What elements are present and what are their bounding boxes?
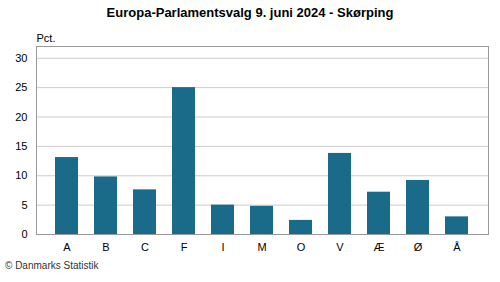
svg-text:V: V bbox=[336, 241, 344, 253]
html-text:Europa-Parlamentsvalg 9. juni: Europa-Parlamentsvalg 9. juni 2024 - Skø… bbox=[106, 5, 394, 20]
svg-text:I: I bbox=[221, 241, 224, 253]
html-text:© Danmarks Statistik: © Danmarks Statistik bbox=[5, 260, 99, 271]
svg-text:25: 25 bbox=[15, 81, 27, 93]
svg-text:A: A bbox=[63, 241, 71, 253]
svg-text:Å: Å bbox=[453, 241, 461, 253]
svg-text:C: C bbox=[141, 241, 149, 253]
svg-text:5: 5 bbox=[21, 199, 27, 211]
svg-text:0: 0 bbox=[21, 228, 27, 240]
svg-text:20: 20 bbox=[15, 111, 27, 123]
svg-text:B: B bbox=[102, 241, 109, 253]
svg-text:15: 15 bbox=[15, 140, 27, 152]
svg-text:Pct.: Pct. bbox=[37, 32, 56, 44]
svg-text:F: F bbox=[181, 241, 188, 253]
svg-text:M: M bbox=[257, 241, 266, 253]
svg-text:30: 30 bbox=[15, 52, 27, 64]
svg-text:10: 10 bbox=[15, 169, 27, 181]
svg-text:Æ: Æ bbox=[374, 241, 385, 253]
svg-text:O: O bbox=[297, 241, 306, 253]
svg-text:Ø: Ø bbox=[414, 241, 423, 253]
